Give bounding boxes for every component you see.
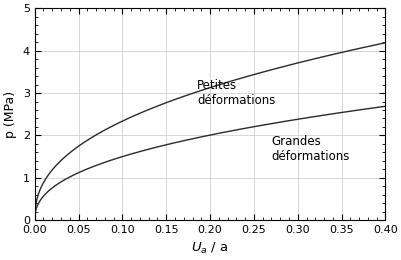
Text: Grandes
déformations: Grandes déformations [271, 135, 349, 163]
Y-axis label: p (MPa): p (MPa) [4, 91, 17, 138]
Text: Petites
déformations: Petites déformations [196, 79, 275, 107]
X-axis label: $U_a$ / a: $U_a$ / a [191, 241, 228, 256]
